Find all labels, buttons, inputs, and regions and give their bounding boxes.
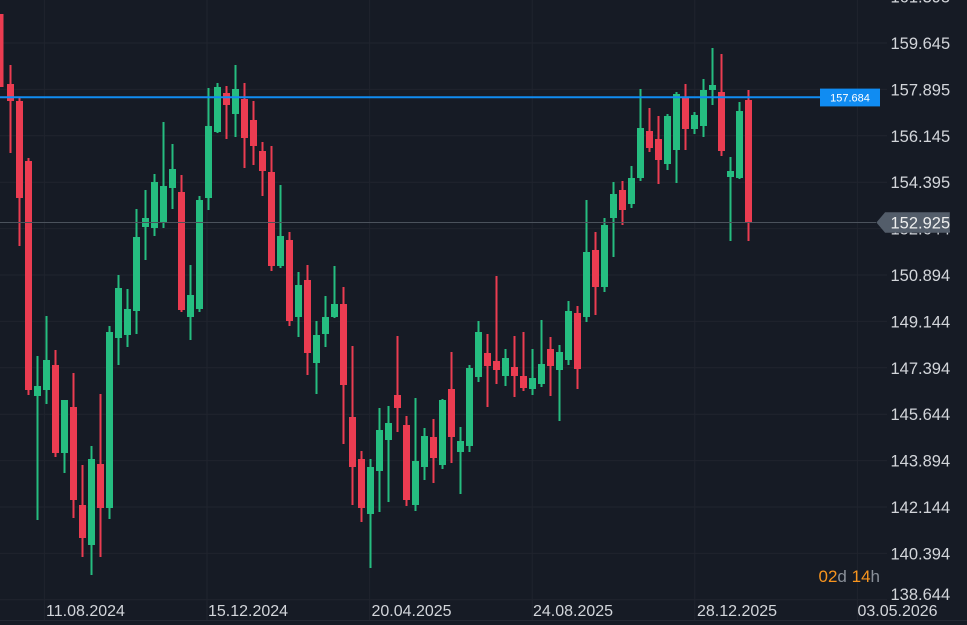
svg-text:154.395: 154.395 (891, 174, 951, 192)
svg-text:156.145: 156.145 (891, 128, 951, 146)
svg-text:152.925: 152.925 (891, 215, 951, 233)
svg-text:138.644: 138.644 (891, 586, 951, 604)
svg-text:142.144: 142.144 (891, 499, 951, 517)
svg-text:149.144: 149.144 (891, 313, 951, 331)
svg-text:157.684: 157.684 (830, 92, 870, 104)
svg-text:03.05.2026: 03.05.2026 (857, 603, 937, 620)
svg-text:11.08.2024: 11.08.2024 (46, 603, 125, 620)
svg-text:02d 14h: 02d 14h (819, 567, 881, 586)
svg-text:15.12.2024: 15.12.2024 (208, 603, 288, 620)
svg-text:140.394: 140.394 (891, 545, 951, 563)
svg-text:28.12.2025: 28.12.2025 (697, 603, 777, 620)
svg-text:161.395: 161.395 (891, 0, 951, 7)
svg-text:145.644: 145.644 (891, 406, 951, 424)
svg-text:20.04.2025: 20.04.2025 (371, 603, 451, 620)
svg-text:147.394: 147.394 (891, 360, 951, 378)
svg-text:143.894: 143.894 (891, 453, 951, 471)
svg-text:150.894: 150.894 (891, 267, 951, 285)
svg-text:157.895: 157.895 (891, 81, 951, 99)
svg-text:24.08.2025: 24.08.2025 (533, 603, 613, 620)
svg-text:159.645: 159.645 (891, 35, 951, 53)
